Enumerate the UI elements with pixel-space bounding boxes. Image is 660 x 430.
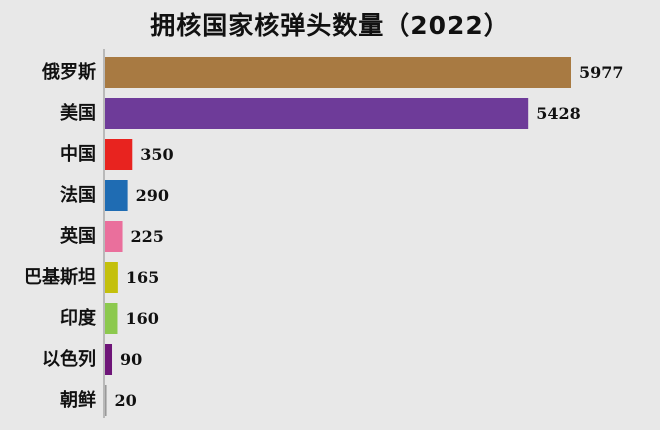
- category-label-4: 英国: [59, 225, 96, 247]
- value-label-4: 225: [131, 227, 164, 246]
- chart-title: 拥核国家核弹头数量（2022）: [150, 11, 510, 40]
- bar-0: [105, 57, 571, 88]
- category-label-1: 美国: [60, 102, 96, 124]
- bar-4: [105, 221, 123, 252]
- category-label-5: 巴基斯坦: [24, 266, 96, 288]
- value-label-7: 90: [120, 350, 142, 369]
- bar-2: [105, 139, 133, 170]
- bar-8: [105, 385, 107, 416]
- value-label-1: 5428: [536, 104, 581, 123]
- value-label-8: 20: [115, 391, 137, 410]
- bar-5: [105, 262, 118, 293]
- value-label-6: 160: [125, 309, 158, 328]
- bar-7: [105, 344, 113, 375]
- value-label-0: 5977: [579, 63, 624, 82]
- value-label-3: 290: [136, 186, 169, 205]
- category-label-3: 法国: [60, 184, 96, 206]
- category-label-6: 印度: [60, 307, 97, 329]
- value-label-2: 350: [140, 145, 173, 164]
- category-label-7: 以色列: [42, 348, 96, 370]
- category-label-2: 中国: [60, 143, 96, 165]
- bar-6: [105, 303, 118, 334]
- category-label-0: 俄罗斯: [41, 61, 96, 83]
- bar-3: [105, 180, 128, 211]
- category-label-8: 朝鲜: [60, 389, 96, 411]
- bar-1: [105, 98, 529, 129]
- value-label-5: 165: [126, 268, 159, 287]
